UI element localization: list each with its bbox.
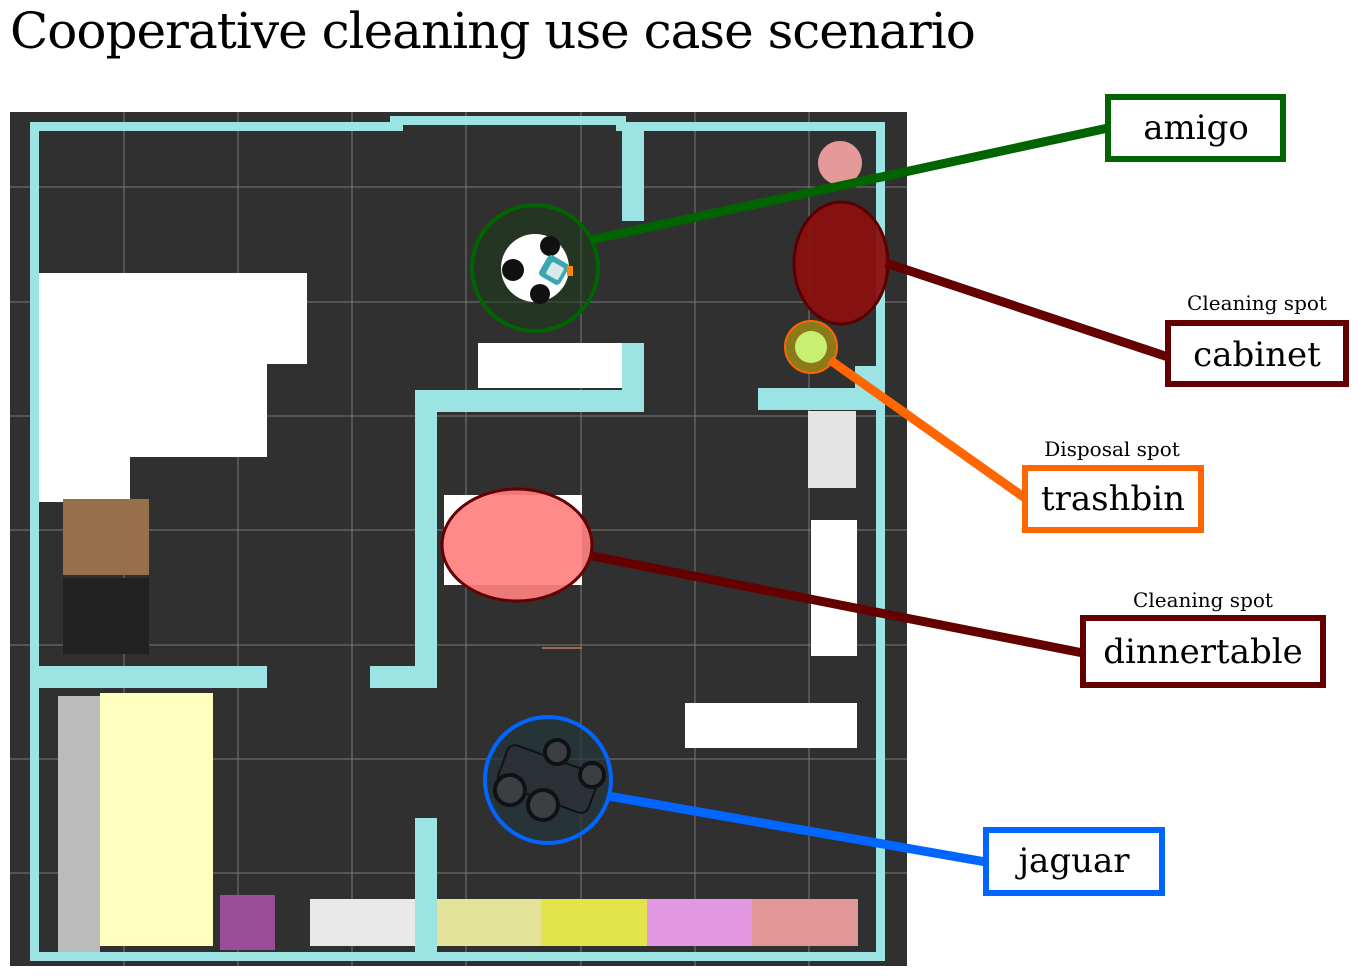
purple-box — [220, 895, 275, 950]
jaguar-connector — [607, 791, 987, 867]
cabinet-highlight — [792, 200, 890, 326]
gray-shelf — [58, 696, 100, 952]
brown-box — [63, 499, 149, 575]
dark-box — [63, 578, 149, 654]
dinnertable-highlight — [440, 487, 594, 603]
bed-inner — [106, 700, 207, 939]
cabinet-connector — [884, 258, 1170, 362]
jaguar-label: jaguar — [1015, 841, 1131, 881]
amigo-callout: amigo — [1105, 94, 1286, 162]
white-counter — [310, 899, 415, 946]
counter-yellow — [541, 899, 647, 946]
dinnertable-callout: Cleaning spot dinnertable — [1080, 588, 1326, 688]
jaguar-callout: jaguar — [983, 827, 1165, 896]
counter-rose — [752, 899, 858, 946]
amigo-robot — [470, 203, 600, 333]
dinnertable-connector — [591, 551, 1084, 658]
amigo-label: amigo — [1143, 108, 1249, 148]
amigo-connector — [589, 123, 1109, 245]
cabinet-label: cabinet — [1193, 335, 1321, 375]
cabinet-callout: Cleaning spot cabinet — [1165, 291, 1349, 387]
furniture-white — [38, 273, 857, 748]
counter-pink — [647, 899, 753, 946]
trashbin-connector — [827, 356, 1028, 502]
counter-khaki — [437, 899, 543, 946]
light-gray-cabinet — [808, 411, 856, 488]
trashbin-subtitle: Disposal spot — [1044, 437, 1180, 461]
pink-object — [818, 141, 862, 185]
cabinet-subtitle: Cleaning spot — [1187, 291, 1327, 315]
dinnertable-subtitle: Cleaning spot — [1133, 588, 1273, 612]
dinnertable-label: dinnertable — [1103, 632, 1303, 672]
jaguar-robot — [483, 715, 613, 845]
trashbin-callout: Disposal spot trashbin — [1022, 437, 1204, 533]
trashbin-label: trashbin — [1041, 479, 1185, 519]
diagram-title: Cooperative cleaning use case scenario — [10, 2, 976, 60]
trashbin-dot — [795, 331, 827, 363]
walls — [30, 116, 885, 961]
